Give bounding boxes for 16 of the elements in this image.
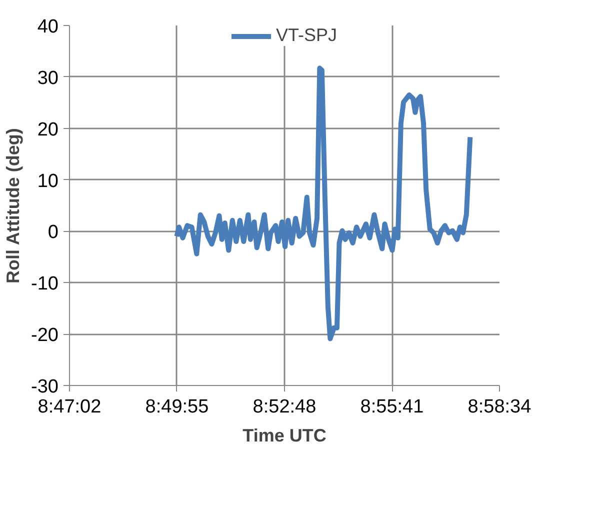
x-tick-label: 8:49:55 [145, 396, 209, 418]
y-tick-label: 10 [37, 170, 59, 192]
y-tick-label: -20 [31, 325, 59, 346]
y-tick-label: -30 [31, 376, 59, 398]
y-tick-label: -10 [31, 274, 59, 295]
x-axis-title: Time UTC [242, 426, 326, 446]
y-tick-label: 30 [37, 68, 59, 89]
x-tick-label: 8:47:02 [38, 396, 102, 418]
legend-label: VT-SPJ [276, 25, 338, 46]
y-tick-label: 40 [37, 16, 59, 38]
x-tick-label: 8:58:34 [468, 396, 532, 418]
y-tick-label: 0 [48, 222, 59, 244]
y-tick-label: 20 [37, 119, 59, 140]
x-tick-label: 8:52:48 [252, 396, 316, 418]
x-tick-label: 8:55:41 [360, 396, 424, 418]
y-axis-title: Roll Attitude (deg) [3, 128, 24, 284]
